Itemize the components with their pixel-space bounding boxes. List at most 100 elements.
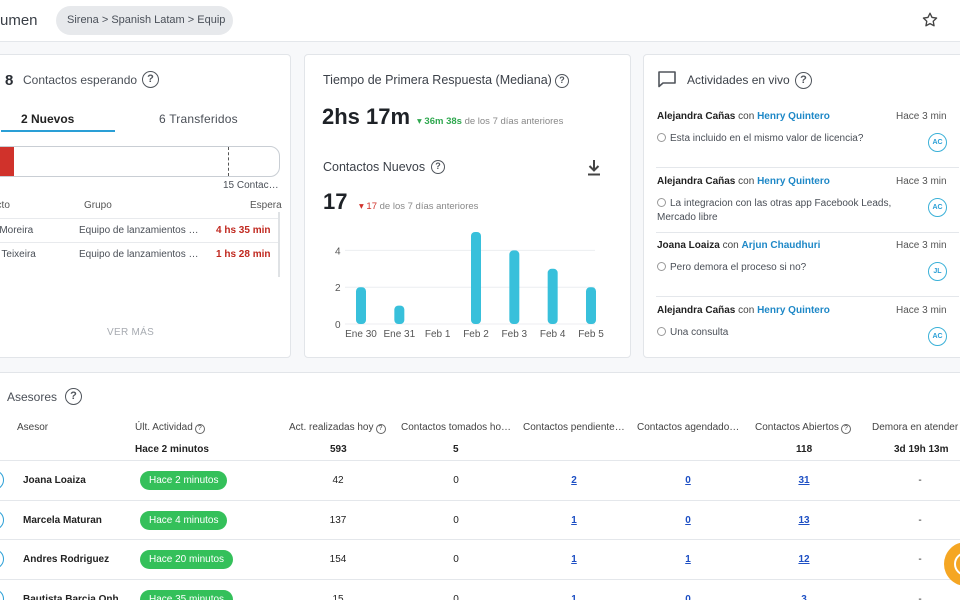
chart-bar[interactable]	[356, 287, 366, 324]
response-time-card: Tiempo de Primera Respuesta (Mediana) ? …	[304, 54, 631, 358]
activity-item[interactable]: Joana Loaiza con Arjun Chaudhuri Hace 3 m…	[656, 240, 959, 300]
avatar	[0, 588, 4, 600]
help-icon[interactable]: ?	[431, 160, 445, 174]
help-icon[interactable]: ?	[375, 424, 386, 434]
activity-connector: con	[738, 305, 755, 316]
help-icon[interactable]: ?	[840, 424, 851, 434]
open-link[interactable]: 12	[798, 554, 810, 565]
actions-today: 15	[332, 593, 344, 600]
col-asesor[interactable]: Asesor	[17, 422, 49, 433]
advisor-name[interactable]: Marcela Maturan	[23, 514, 102, 526]
new-contacts-title: Contactos Nuevos	[323, 160, 426, 174]
chart-bar[interactable]	[394, 305, 405, 324]
activity-time: Hace 3 min	[896, 176, 947, 187]
help-icon[interactable]: ?	[142, 71, 159, 88]
col-tomados[interactable]: Contactos tomados ho…	[401, 422, 512, 433]
actions-today: 154	[329, 554, 347, 565]
waiting-count: 8	[5, 72, 14, 89]
pending-link[interactable]: 1	[571, 554, 577, 565]
advisor-name[interactable]: Andres Rodriguez	[23, 554, 110, 565]
total-actions: 593	[330, 444, 347, 455]
more-icon[interactable]: ⋮	[955, 10, 960, 27]
advisors-section: Asesores ? Asesor Últ. Actividad? Act. r…	[0, 372, 960, 600]
activity-message: Pero demora el proceso si no?	[657, 261, 907, 275]
col-pendientes[interactable]: Contactos pendiente…	[523, 422, 625, 433]
col-demora[interactable]: Demora en atender	[872, 422, 959, 433]
activity-item[interactable]: Alejandra Cañas con Henry Quintero Hace 3…	[656, 305, 949, 365]
activity-message: La integracion con las otras app Faceboo…	[657, 197, 907, 225]
open-link[interactable]: 31	[798, 475, 810, 486]
see-more-link[interactable]: VER MÁS	[107, 327, 155, 338]
help-icon[interactable]: ?	[194, 424, 205, 434]
pending-link[interactable]: 1	[571, 593, 577, 600]
help-icon[interactable]: ?	[795, 72, 812, 89]
whatsapp-icon	[657, 133, 666, 142]
col-acciones-hoy-label: Act. realizadas hoy	[289, 422, 374, 433]
breadcrumb[interactable]: Sirena > Spanish Latam > Equip	[56, 6, 234, 35]
table-row[interactable]: el Teixeira Equipo de lanzamientos … 1 h…	[0, 242, 280, 266]
down-arrow-icon: ▾	[417, 116, 422, 127]
y-tick-label: 0	[335, 320, 341, 331]
help-icon[interactable]: ?	[65, 388, 82, 405]
agent-name[interactable]: Henry Quintero	[757, 176, 830, 187]
contact-name: el Teixeira	[0, 249, 36, 260]
scheduled-link[interactable]: 0	[685, 514, 691, 526]
contact-wait: 1 hs 28 min	[216, 249, 271, 260]
pending-link[interactable]: 2	[571, 475, 577, 486]
contact-name: a Moreira	[0, 225, 34, 236]
col-ultima-actividad-label: Últ. Actividad	[135, 422, 193, 433]
col-abiertos[interactable]: Contactos Abiertos?	[755, 422, 851, 434]
whatsapp-icon	[657, 327, 666, 336]
help-chat-button[interactable]	[944, 542, 960, 586]
chart-bar[interactable]	[509, 250, 520, 324]
activity-participants: Alejandra Cañas con Henry Quintero	[657, 305, 830, 316]
open-link[interactable]: 13	[798, 514, 810, 526]
scheduled-link[interactable]: 0	[685, 475, 691, 486]
download-icon[interactable]	[586, 159, 602, 177]
chart-bar[interactable]	[586, 287, 596, 324]
avatar	[0, 549, 4, 569]
x-tick-label: Ene 31	[383, 329, 415, 340]
contact-group: Equipo de lanzamientos …	[79, 225, 199, 236]
pending-link[interactable]: 1	[571, 514, 577, 526]
client-name: Alejandra Cañas	[657, 176, 736, 187]
col-ultima-actividad[interactable]: Últ. Actividad?	[135, 422, 205, 434]
open-link[interactable]: 3	[801, 593, 807, 600]
help-icon[interactable]: ?	[555, 74, 569, 88]
activity-time: Hace 3 min	[896, 240, 947, 251]
status-badge: Hace 4 minutos	[140, 510, 228, 530]
col-acciones-hoy[interactable]: Act. realizadas hoy?	[289, 422, 386, 434]
tab-nuevos[interactable]: 2 Nuevos	[21, 112, 75, 126]
client-name: Alejandra Cañas	[657, 305, 736, 316]
table-row[interactable]: Bautista Barcia Onh Hace 35 minutos 15 0 1 0 3…	[0, 578, 960, 600]
agent-name[interactable]: Arjun Chaudhuri	[741, 240, 821, 251]
contacts-taken: 0	[453, 475, 459, 486]
x-tick-label: Ene 30	[345, 329, 377, 340]
scheduled-link[interactable]: 0	[685, 593, 691, 600]
col-agendados[interactable]: Contactos agendado…	[637, 422, 740, 433]
chat-icon	[658, 71, 676, 88]
table-row[interactable]: Marcela Maturan Hace 4 minutos 137 0 1 0 13 -	[0, 499, 960, 540]
advisor-name[interactable]: Bautista Barcia Onh	[23, 593, 119, 600]
agent-name[interactable]: Henry Quintero	[757, 305, 830, 316]
tab-transferidos[interactable]: 6 Transferidos	[159, 112, 238, 126]
scrollbar[interactable]	[278, 212, 280, 277]
activity-message-text: Esta incluido en el mismo valor de licen…	[670, 133, 864, 144]
status-badge: Hace 35 minutos	[140, 589, 234, 600]
contact-group: Equipo de lanzamientos …	[79, 249, 199, 260]
client-name: Alejandra Cañas	[657, 111, 736, 122]
activity-item[interactable]: Alejandra Cañas con Henry Quintero Hace 3…	[656, 176, 959, 236]
advisor-name[interactable]: Joana Loaiza	[23, 475, 86, 486]
total-delay: 3d 19h 13m	[894, 444, 949, 455]
table-row[interactable]: Joana Loaiza Hace 2 minutos 42 0 2 0 31 -	[0, 460, 960, 500]
delay-value: -	[918, 475, 922, 486]
chart-bar[interactable]	[471, 232, 481, 324]
chart-bar[interactable]	[547, 268, 558, 324]
table-row[interactable]: a Moreira Equipo de lanzamientos … 4 hs …	[0, 218, 280, 242]
agent-name[interactable]: Henry Quintero	[757, 111, 830, 122]
activity-item[interactable]: Alejandra Cañas con Henry Quintero Hace 3…	[656, 111, 959, 171]
new-contacts-chart: 0 2 4 Ene 30 Ene 31 Feb 1 Feb 2 Feb 3 Feb 4 Feb 5	[335, 232, 604, 340]
star-icon[interactable]	[921, 11, 939, 29]
scheduled-link[interactable]: 1	[685, 554, 691, 565]
table-row[interactable]: Andres Rodriguez Hace 20 minutos 154 0 1 1 12 -	[0, 539, 960, 579]
